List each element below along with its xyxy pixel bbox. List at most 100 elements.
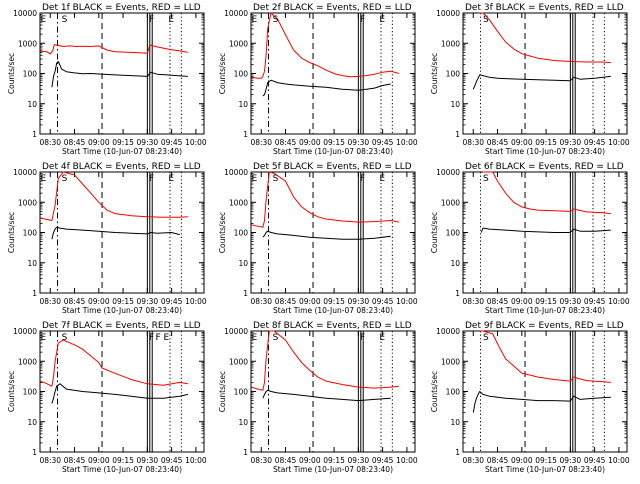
chart-5-xtick-label-0: 08:30: [250, 297, 272, 306]
chart-1-series-red: [40, 44, 188, 55]
chart-6-marker-0: S: [483, 174, 489, 184]
chart-1-marker-2: F: [149, 15, 154, 25]
chart-3-frame: [462, 12, 628, 135]
chart-6-ytick-label-1: 10: [450, 259, 460, 268]
chart-9-xtick-label-4: 09:30: [560, 456, 582, 465]
chart-1-ylabel: Counts/sec: [7, 53, 16, 94]
chart-8-ytick-label-4: 10000: [224, 327, 248, 336]
chart-9-ytick-label-2: 100: [446, 388, 461, 397]
chart-4-series-red: [40, 171, 188, 221]
chart-9-ylabel: Counts/sec: [430, 371, 439, 412]
chart-7-series-black: [51, 383, 188, 404]
chart-8-frame: [250, 330, 416, 453]
chart-8-ytick-label-2: 100: [234, 388, 249, 397]
chart-5-ytick-label-3: 1000: [229, 198, 248, 207]
chart-5-ytick-label-1: 10: [238, 259, 248, 268]
chart-7-ylabel: Counts/sec: [7, 371, 16, 412]
chart-5-marker-2: F: [360, 174, 365, 184]
chart-2-xlabel: Start Time (10-Jun-07 08:23:40): [273, 147, 393, 156]
chart-4-marker-1: S: [62, 174, 68, 184]
chart-6-ylabel: Counts/sec: [430, 212, 439, 253]
chart-7-xtick-label-0: 08:30: [39, 456, 61, 465]
chart-3-xtick-label-6: 10:00: [608, 138, 630, 147]
chart-3-xtick-label-3: 09:15: [535, 138, 557, 147]
chart-7-title: Det 7f BLACK = Events, RED = LLD: [42, 321, 201, 331]
chart-3-ytick-label-4: 10000: [436, 9, 460, 18]
chart-8-xtick-label-6: 10:00: [396, 456, 418, 465]
chart-6-xtick-label-2: 09:00: [511, 297, 533, 306]
chart-2-ytick-label-4: 10000: [224, 9, 248, 18]
chart-8-marker-0: E: [252, 333, 258, 343]
chart-8-xtick-label-5: 09:45: [372, 456, 394, 465]
chart-8-xtick-label-1: 08:45: [275, 456, 297, 465]
chart-6-xtick-label-4: 09:30: [560, 297, 582, 306]
chart-2-ytick-label-1: 10: [238, 100, 248, 109]
chart-4-ytick-label-0: 1: [32, 289, 37, 298]
chart-2-marker-2: F: [360, 15, 365, 25]
chart-7-xtick-label-6: 10:00: [185, 456, 207, 465]
chart-6-xtick-label-3: 09:15: [535, 297, 557, 306]
chart-9-ytick-label-3: 1000: [441, 357, 460, 366]
chart-3-xlabel: Start Time (10-Jun-07 08:23:40): [485, 147, 605, 156]
chart-1-ytick-label-4: 10000: [13, 9, 37, 18]
chart-8-marker-1: S: [273, 333, 279, 343]
chart-1-xlabel: Start Time (10-Jun-07 08:23:40): [62, 147, 182, 156]
chart-7-xtick-label-3: 09:15: [112, 456, 134, 465]
chart-8-xtick-label-2: 09:00: [299, 456, 321, 465]
chart-5-xtick-label-5: 09:45: [372, 297, 394, 306]
chart-7-frame: [39, 330, 205, 453]
chart-9-xtick-label-0: 08:30: [462, 456, 484, 465]
chart-6-ytick-label-4: 10000: [436, 168, 460, 177]
chart-1-xtick-label-2: 09:00: [88, 138, 110, 147]
chart-1-ytick-label-3: 1000: [18, 39, 37, 48]
chart-8-marker-2: F: [360, 333, 365, 343]
chart-5-frame: [250, 171, 416, 294]
chart-6-xtick-label-6: 10:00: [608, 297, 630, 306]
chart-2-xtick-label-3: 09:15: [323, 138, 345, 147]
chart-6-xtick-label-0: 08:30: [462, 297, 484, 306]
chart-5-xlabel: Start Time (10-Jun-07 08:23:40): [273, 306, 393, 315]
chart-7-xtick-label-4: 09:30: [137, 456, 159, 465]
chart-4-ytick-label-1: 10: [27, 259, 37, 268]
chart-5-ytick-label-2: 100: [234, 229, 249, 238]
chart-4-xlabel: Start Time (10-Jun-07 08:23:40): [62, 306, 182, 315]
chart-4-ytick-label-2: 100: [23, 229, 38, 238]
chart-1-xtick-label-6: 10:00: [185, 138, 207, 147]
chart-9-title: Det 9f BLACK = Events, RED = LLD: [465, 321, 624, 331]
chart-8-xtick-label-4: 09:30: [348, 456, 370, 465]
chart-2-ytick-label-0: 1: [243, 130, 248, 139]
chart-9-series-black: [472, 391, 611, 413]
chart-3-xtick-label-5: 09:45: [584, 138, 606, 147]
chart-9-xtick-label-3: 09:15: [535, 456, 557, 465]
chart-2-xtick-label-4: 09:30: [348, 138, 370, 147]
chart-2-series-red: [251, 12, 399, 79]
chart-6-title: Det 6f BLACK = Events, RED = LLD: [465, 162, 624, 172]
chart-4-marker-3: E: [168, 174, 174, 184]
chart-7-xtick-label-5: 09:45: [161, 456, 183, 465]
chart-9-marker-0: S: [483, 333, 489, 343]
chart-3-xtick-label-4: 09:30: [560, 138, 582, 147]
chart-2-xtick-label-6: 10:00: [396, 138, 418, 147]
chart-9-ytick-label-4: 10000: [436, 327, 460, 336]
chart-8-xlabel: Start Time (10-Jun-07 08:23:40): [273, 465, 393, 474]
chart-7-series-red: [40, 339, 188, 387]
chart-9-frame: [462, 330, 628, 453]
chart-1-marker-3: E: [168, 15, 174, 25]
chart-3-xtick-label-2: 09:00: [511, 138, 533, 147]
chart-7-ytick-label-0: 1: [32, 448, 37, 457]
chart-5-ylabel: Counts/sec: [218, 212, 227, 253]
chart-8-xtick-label-3: 09:15: [323, 456, 345, 465]
chart-4-xtick-label-0: 08:30: [39, 297, 61, 306]
chart-3-ytick-label-3: 1000: [441, 39, 460, 48]
chart-4-xtick-label-4: 09:30: [137, 297, 159, 306]
chart-8-ylabel: Counts/sec: [218, 371, 227, 412]
chart-1-ytick-label-0: 1: [32, 130, 37, 139]
chart-8-xtick-label-0: 08:30: [250, 456, 272, 465]
chart-5-title: Det 5f BLACK = Events, RED = LLD: [253, 162, 412, 172]
chart-2-ytick-label-3: 1000: [229, 39, 248, 48]
chart-8-title: Det 8f BLACK = Events, RED = LLD: [253, 321, 412, 331]
chart-7-ytick-label-1: 10: [27, 418, 37, 427]
chart-7-xtick-label-1: 08:45: [64, 456, 86, 465]
chart-5-xtick-label-2: 09:00: [299, 297, 321, 306]
